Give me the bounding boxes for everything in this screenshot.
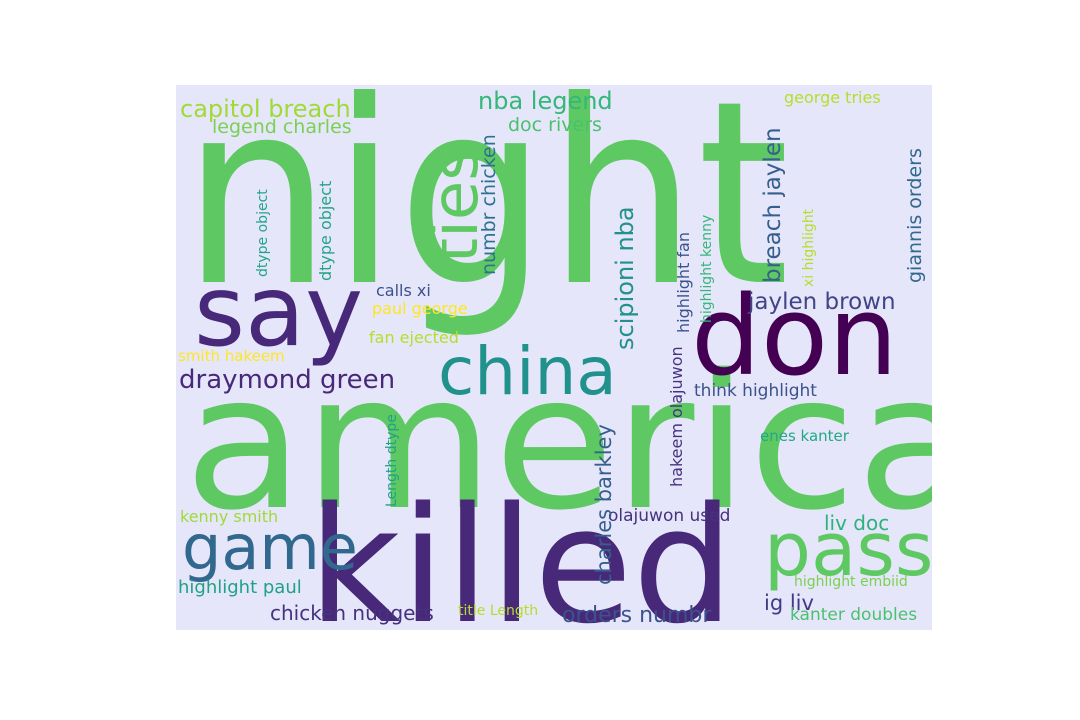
word-doc-rivers: doc rivers	[508, 114, 602, 136]
word-ig-liv: ig liv	[764, 591, 814, 615]
word-calls-xi: calls xi	[376, 281, 431, 300]
word-xi-highlight: xi highlight	[801, 208, 817, 287]
word-kenny-smith: kenny smith	[180, 507, 279, 526]
word-paul-george: paul george	[372, 299, 468, 318]
word-legend-charles: legend charles	[212, 116, 352, 138]
word-olajuwon-used: olajuwon used	[608, 506, 731, 526]
word-killed: killed	[308, 472, 735, 631]
word-capitol-breach: capitol breach	[180, 95, 351, 123]
word-numbr-chicken: numbr chicken	[478, 134, 500, 275]
word-cloud: night america killed say don china game …	[176, 85, 932, 630]
word-highlight-fan: highlight fan	[674, 231, 693, 333]
word-scipioni-nba: scipioni nba	[611, 206, 639, 350]
word-nba-legend: nba legend	[478, 87, 613, 115]
word-highlight-paul: highlight paul	[178, 577, 302, 598]
word-breach-jaylen: breach jaylen	[760, 127, 786, 283]
word-think-highlight: think highlight	[694, 381, 817, 401]
word-jaylen-brown: jaylen brown	[748, 289, 896, 315]
word-title-length: title Length	[458, 603, 539, 619]
word-charles-barkley: charles barkley	[592, 424, 616, 585]
word-say: say	[194, 255, 364, 369]
word-dtype-object: dtype object	[255, 85, 271, 277]
word-pass: pass	[764, 507, 932, 593]
word-giannis-orders: giannis orders	[904, 148, 926, 283]
word-draymond-green: draymond green	[179, 365, 396, 395]
word-george-tries: george tries	[784, 88, 881, 107]
word-game: game	[182, 511, 358, 584]
word-china: china	[438, 333, 617, 410]
word-america: america	[184, 334, 932, 551]
word-night: night	[182, 85, 790, 342]
word-highlight-embiid: highlight embiid	[794, 574, 908, 590]
word-ties: ties	[419, 147, 493, 263]
word-chicken-nuggets: chicken nuggets	[270, 601, 434, 625]
word-length-dtype: Length dtype	[384, 414, 400, 507]
word-kanter-doubles: kanter doubles	[790, 605, 918, 625]
word-liv-doc: liv doc	[824, 511, 890, 535]
word-highlight-kenny: highlight kenny	[699, 214, 715, 323]
word-enes-kanter: enes kanter	[760, 427, 849, 445]
word-pouring-popcorn: dtype object	[316, 180, 335, 281]
word-don: don	[691, 272, 898, 400]
word-smith-hakeem: smith hakeem	[178, 347, 285, 365]
word-hakeem-olajuwon: hakeem olajuwon	[667, 346, 686, 487]
word-orders-numbr: orders numbr	[562, 603, 712, 628]
word-fan-ejected: fan ejected	[369, 328, 459, 347]
word-dtype-object-label: dtype object	[255, 189, 271, 277]
